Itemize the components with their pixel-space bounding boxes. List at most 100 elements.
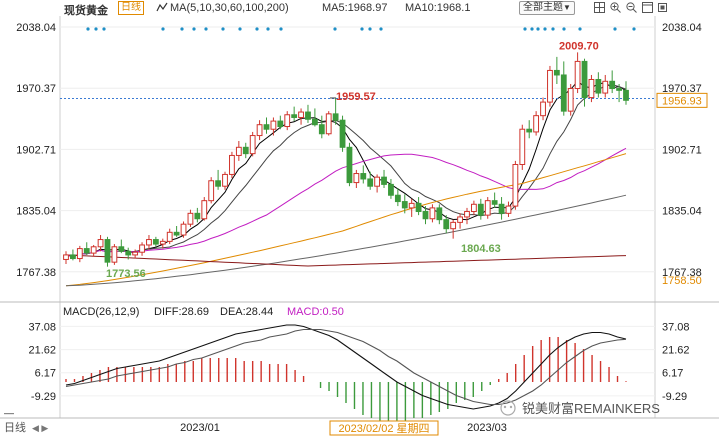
candle-0 [63,251,69,264]
macd-left-tick-0: 37.08 [28,321,56,333]
event-dot-24 [632,27,636,31]
right-tick-label-1: 1970.37 [662,83,702,95]
candle-72 [560,61,567,116]
candle-55 [443,215,450,234]
candle-76 [588,74,595,103]
candle-74 [574,52,581,94]
candle-67 [526,120,533,139]
candle-15 [166,228,173,245]
theme-dropdown-button[interactable]: 全部主题▼ [519,1,575,15]
left-tick-label-2: 1902.71 [16,144,56,156]
ma100-line [65,194,627,287]
macd-dea-line [65,328,627,406]
candle-23 [222,171,228,190]
price-axis: 2038.04 2038.04 1970.37 1970.37 1902.71 1902.… [16,22,702,279]
candle-43 [360,165,367,184]
bottom-period-label[interactable]: 日线 [4,420,26,434]
event-dot-21 [562,27,566,31]
candle-57 [457,213,463,229]
candlestick-series [63,52,629,267]
candle-44 [367,171,374,190]
candle-16 [173,225,180,237]
right-tick-label-0: 2038.04 [662,22,702,34]
event-dot-0 [86,27,90,31]
candle-66 [519,124,526,170]
macd-hist-value: MACD:0.50 [287,306,344,318]
candle-45 [374,174,381,193]
candle-9 [125,247,132,260]
chevron-down-icon: ▼ [563,3,571,12]
cursor-date-label: 2023/02/02 星期四 [338,422,429,435]
macd-right-tick-2: 6.17 [662,368,683,380]
event-dot-19 [543,27,547,31]
candle-37 [318,115,325,139]
event-dot-8 [238,27,242,31]
candle-77 [595,72,602,98]
scroll-arrows[interactable]: ◀ ▶ [32,423,48,433]
candle-59 [471,200,477,216]
macd-left-tick-2: 6.17 [35,368,56,380]
macd-left-tick-3: -9.29 [31,391,56,403]
event-dot-10 [266,27,270,31]
candle-17 [180,221,187,238]
candle-8 [118,239,125,254]
candle-25 [235,140,242,161]
high-label-2: 2009.70 [559,41,599,53]
ma-params-label[interactable]: MA(5,10,30,60,100,200) [170,2,289,14]
candle-4 [90,244,97,257]
high-label-1: 1959.57 [336,91,376,103]
candle-6 [104,236,111,267]
event-dot-14 [368,27,372,31]
event-dot-18 [536,27,540,31]
event-dot-11 [279,27,283,31]
candle-64 [505,201,512,217]
time-axis: 2023/01 2023/03 [180,422,507,434]
candle-38 [325,111,332,136]
macd-right-tick-3: -9.29 [662,391,687,403]
low-label-2: 1804.63 [461,243,501,255]
ma-level-tag: 1758.50 [662,275,702,287]
event-dot-5 [192,27,196,31]
event-dot-3 [161,27,165,31]
box-icon[interactable] [657,2,668,16]
candle-75 [581,58,588,107]
candle-50 [408,198,415,217]
macd-right-tick-1: 21.62 [662,345,690,357]
price-annotations: 1959.57 1773.56 1804.63 2009.70 1956.93 1758.… [106,41,708,287]
candle-26 [242,142,249,159]
candle-30 [270,117,277,136]
candle-33 [291,106,298,122]
search-minus-icon[interactable] [626,2,637,16]
ma30-line [65,147,627,258]
low-label-1: 1773.56 [106,268,146,280]
candle-58 [464,207,470,225]
watermark-logo-icon [500,400,516,416]
candle-5 [97,235,104,252]
left-tick-label-3: 1835.04 [16,206,56,218]
macd-pane: 37.08 37.08 21.62 21.62 6.17 6.17 -9.29 -9.29 [28,321,690,424]
moving-averages [60,80,655,287]
indicator-chart-icon[interactable] [156,1,168,16]
period-selector[interactable]: 日线 [118,1,144,15]
ma5-value: MA5:1968.97 [322,2,388,14]
right-tick-label-4: 1767.38 [662,267,702,279]
event-dot-15 [379,27,383,31]
candle-81 [623,81,629,105]
macd-params-label: MACD(26,12,9) [63,306,139,318]
event-dot-7 [221,27,225,31]
candle-62 [491,192,498,208]
search-plus-icon[interactable] [610,2,621,16]
event-dot-12 [333,27,337,31]
candle-34 [298,108,304,125]
candle-53 [429,204,436,223]
candle-2 [76,245,83,263]
chart-header: 现货黄金 日线 MA(5,10,30,60,100,200) MA5:1968.… [0,0,719,17]
ma10-line [65,84,627,258]
grid-icon[interactable] [594,2,605,16]
candle-78 [602,74,609,98]
candle-14 [159,238,166,249]
candle-31 [277,115,284,130]
window-icon[interactable] [642,2,653,16]
menu-icon[interactable] [4,413,14,415]
